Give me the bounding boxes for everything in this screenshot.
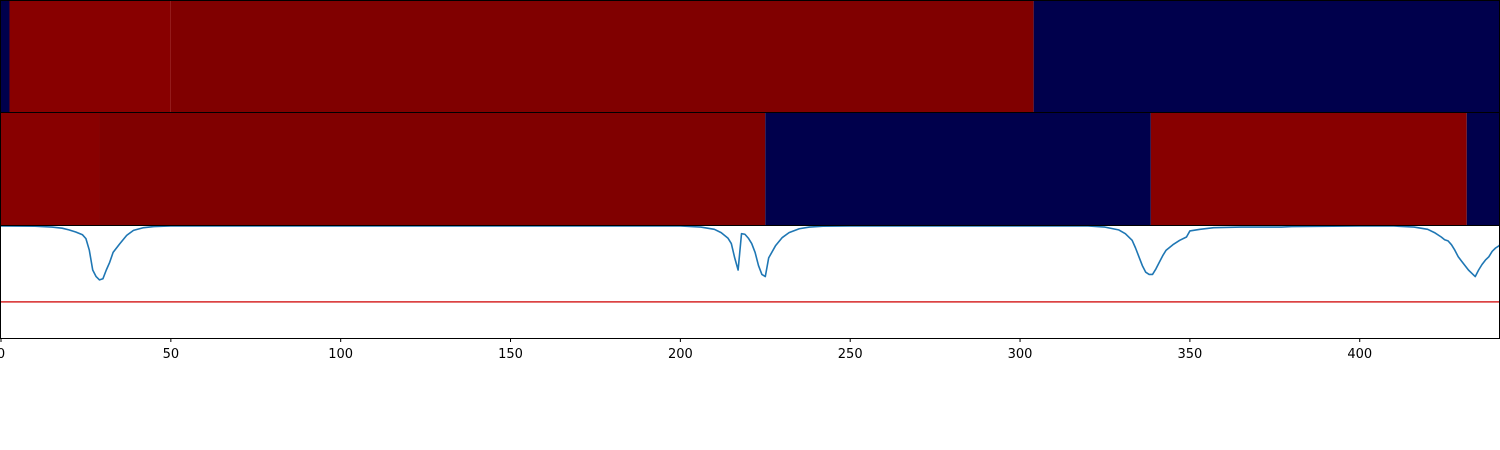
heatmap-cell-1-4	[1467, 113, 1499, 225]
line-panel-bottom	[1, 226, 1500, 339]
heatmap-cell-0-1	[9, 1, 170, 112]
x-tick-label-1: 50	[163, 347, 180, 362]
heatmap-panel-top	[1, 1, 1500, 113]
heatmap-cell-0-2	[171, 1, 1034, 112]
heatmap-cell-1-3	[1151, 113, 1467, 225]
heatmap-cell-0-3	[1034, 1, 1499, 112]
series-line-0	[1, 226, 1500, 280]
line-frame	[1, 226, 1500, 339]
x-tick-label-2: 100	[328, 347, 353, 362]
x-tick-label-3: 150	[498, 347, 523, 362]
x-tick-label-0: 0	[0, 347, 5, 362]
x-tick-label-8: 400	[1347, 347, 1372, 362]
x-tick-label-7: 350	[1177, 347, 1202, 362]
heatmap-cell-1-2	[765, 113, 1151, 225]
x-axis: 0 50 100 150 200 250 300 350 400	[0, 338, 1372, 362]
heatmap-cell-1-0	[1, 113, 100, 225]
heatmap-panel-middle	[1, 113, 1500, 226]
x-tick-label-5: 250	[838, 347, 863, 362]
x-tick-label-6: 300	[1008, 347, 1033, 362]
heatmap-cell-1-1	[100, 113, 766, 225]
heatmap-cell-0-0	[1, 1, 9, 112]
x-tick-label-4: 200	[668, 347, 693, 362]
